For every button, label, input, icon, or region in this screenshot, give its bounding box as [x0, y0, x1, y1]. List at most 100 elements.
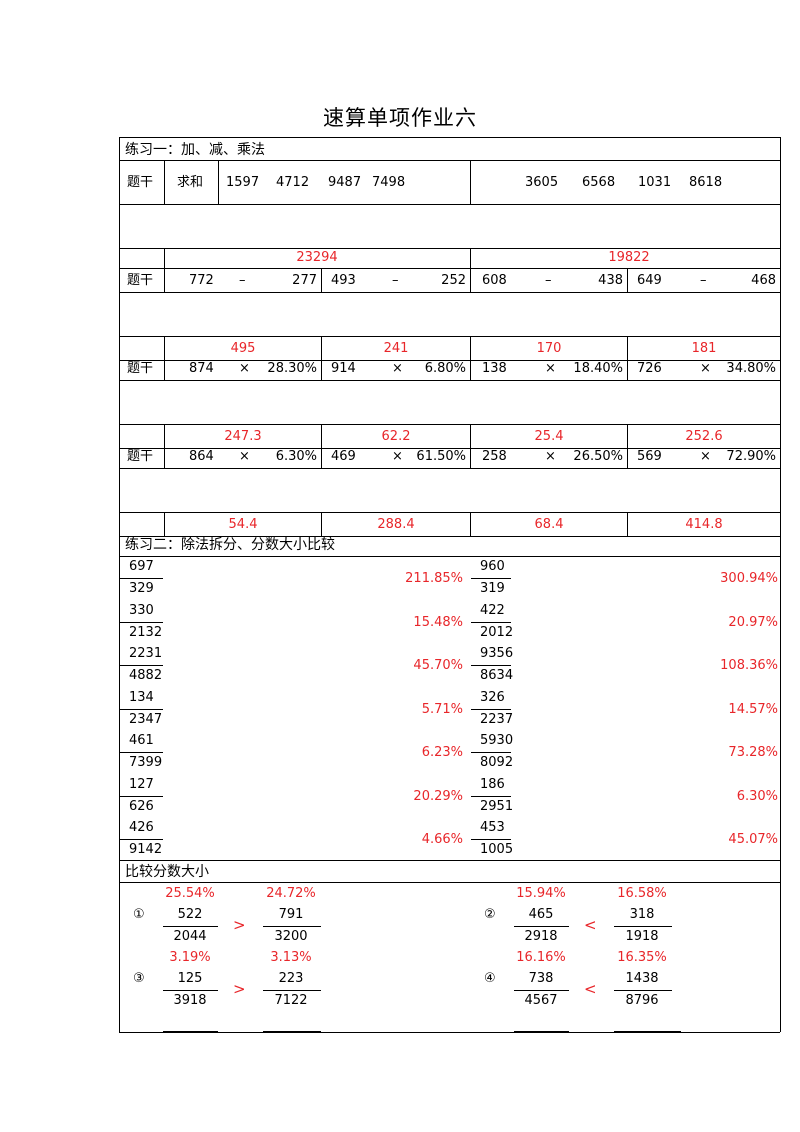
- section-heading: 练习二：除法拆分、分数大小比较: [125, 537, 335, 553]
- answer-percent: 45.07%: [728, 832, 778, 847]
- rule-line: [470, 424, 471, 448]
- rule-line: [470, 356, 471, 380]
- fraction-numerator: 461: [129, 733, 154, 748]
- fraction-denominator: 4567: [524, 993, 558, 1008]
- rule-line: [470, 444, 471, 468]
- item-number: ②: [484, 907, 496, 922]
- fraction-denominator: 7122: [274, 993, 308, 1008]
- row-label: 题干: [127, 361, 154, 376]
- frame-top: [119, 137, 780, 138]
- operator: –: [700, 273, 707, 288]
- fraction-bar: [471, 839, 511, 840]
- fraction-denominator: 3918: [173, 993, 207, 1008]
- percent-estimate: 3.13%: [270, 950, 312, 965]
- operand-b: 277: [292, 273, 317, 288]
- rule-line: [119, 468, 780, 469]
- answer-percent: 5.71%: [421, 701, 463, 717]
- percent-estimate: 16.16%: [516, 950, 566, 965]
- page-title: 速算单项作业六: [323, 106, 477, 130]
- operand-b: 18.40%: [573, 361, 623, 376]
- operator: –: [545, 273, 552, 288]
- answer-value: 241: [383, 341, 409, 356]
- rule-line: [780, 268, 781, 292]
- fraction-numerator: 134: [129, 689, 154, 705]
- comparison-sign: >: [233, 980, 246, 998]
- fraction-bar: [263, 1031, 321, 1032]
- fraction-denominator: 8634: [480, 668, 514, 683]
- answer-percent: 73.28%: [728, 745, 778, 760]
- operand-b: 28.30%: [267, 361, 317, 376]
- rule-line: [780, 424, 781, 448]
- comparison-sign: >: [233, 916, 246, 934]
- rule-line: [119, 248, 780, 249]
- operand-a: 569: [637, 449, 662, 464]
- fraction-denominator: 7399: [129, 755, 163, 770]
- sum-label: 求和: [177, 175, 204, 190]
- item-number: ③: [133, 971, 145, 986]
- fraction-numerator: 223: [278, 971, 304, 986]
- fraction-denominator: 626: [129, 798, 154, 814]
- fraction-bar: [614, 1031, 681, 1032]
- fraction-bar: [120, 665, 163, 666]
- sum-number: 6568: [582, 175, 616, 190]
- fraction-denominator: 8092: [480, 755, 514, 770]
- fraction-numerator: 738: [528, 971, 554, 986]
- answer-value: 288.4: [377, 517, 415, 532]
- rule-line: [780, 336, 781, 360]
- operator: ×: [392, 449, 403, 464]
- fraction-denominator: 2044: [173, 929, 207, 944]
- fraction-bar: [514, 926, 569, 927]
- operator: ×: [392, 361, 403, 376]
- operand-a: 138: [482, 361, 507, 376]
- operator: ×: [545, 449, 556, 464]
- rule-line: [119, 536, 780, 537]
- rule-line: [119, 448, 780, 449]
- operator: ×: [700, 361, 711, 376]
- fraction-numerator: 318: [629, 907, 655, 922]
- operand-a: 608: [482, 273, 507, 288]
- operand-a: 914: [331, 361, 356, 376]
- comparison-sign: <: [584, 916, 597, 934]
- fraction-bar: [471, 708, 511, 710]
- operand-a: 864: [189, 449, 214, 464]
- row-label: 题干: [127, 175, 154, 190]
- operand-b: 72.90%: [726, 449, 776, 464]
- answer-percent: 45.70%: [413, 658, 463, 673]
- fraction-denominator: 3200: [274, 929, 308, 944]
- rule-line: [119, 860, 780, 861]
- fraction-denominator: 319: [480, 581, 505, 596]
- answer-percent: 108.36%: [720, 658, 778, 673]
- rule-line: [780, 512, 781, 536]
- answer-percent: 6.30%: [736, 788, 778, 804]
- rule-line: [164, 268, 165, 292]
- fraction-bar: [120, 708, 163, 710]
- rule-line: [119, 336, 780, 337]
- answer-value: 414.8: [685, 517, 723, 532]
- sum-number: 9487: [328, 175, 362, 190]
- fraction-bar: [120, 795, 163, 797]
- operand-b: 6.80%: [424, 361, 466, 376]
- fraction-numerator: 522: [177, 907, 203, 922]
- section-heading: 比较分数大小: [125, 864, 209, 880]
- fraction-numerator: 426: [129, 820, 154, 835]
- rule-line: [164, 356, 165, 380]
- fraction-denominator: 1918: [625, 929, 659, 944]
- fraction-bar: [120, 578, 163, 579]
- fraction-denominator: 2132: [129, 624, 163, 640]
- fraction-denominator: 1005: [480, 842, 514, 857]
- rule-line: [164, 160, 165, 204]
- rule-line: [164, 336, 165, 360]
- percent-estimate: 25.54%: [165, 886, 215, 901]
- item-number: ④: [484, 971, 496, 986]
- row-label: 题干: [127, 449, 154, 464]
- rule-line: [470, 512, 471, 536]
- operand-b: 26.50%: [573, 449, 623, 464]
- operand-b: 34.80%: [726, 361, 776, 376]
- percent-estimate: 16.35%: [617, 950, 667, 965]
- fraction-numerator: 127: [129, 776, 154, 792]
- answer-value: 19822: [608, 250, 650, 265]
- rule-line: [780, 444, 781, 468]
- percent-estimate: 16.58%: [617, 886, 667, 901]
- operator: ×: [545, 361, 556, 376]
- answer-value: 68.4: [534, 517, 564, 532]
